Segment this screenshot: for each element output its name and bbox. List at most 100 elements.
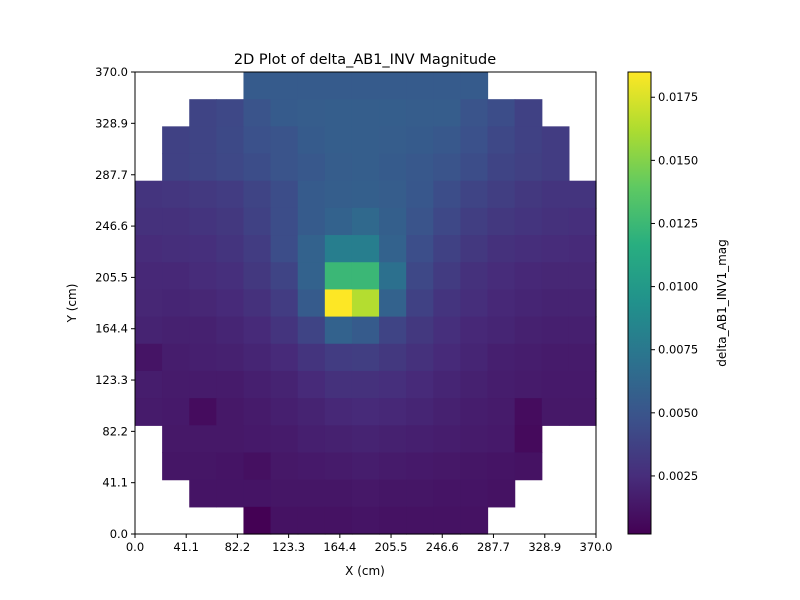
heatmap-cell	[460, 235, 489, 263]
heatmap-cell	[216, 343, 245, 372]
heatmap-cell	[568, 180, 597, 209]
heatmap-cell	[351, 506, 380, 535]
heatmap-cell	[351, 180, 380, 209]
colorbar-label: delta_AB1_INV1_mag	[715, 239, 729, 367]
x-axis-ticks: 0.0 41.1 82.2 123.3 164.4 205.5 246.6 287.7 328.…	[126, 534, 612, 554]
heatmap-cell	[324, 99, 353, 127]
heatmap-cell	[433, 180, 462, 209]
heatmap-cell	[270, 153, 299, 182]
heatmap-cell	[162, 452, 190, 481]
heatmap-cell	[324, 180, 353, 209]
heatmap-cell	[487, 289, 516, 318]
heatmap-cell	[514, 452, 543, 481]
colorbar-tick-label: 0.0175	[658, 90, 698, 104]
heatmap-cell	[324, 126, 353, 155]
y-axis-ticks: 0.0 41.1 82.2 123.3 164.4 205.5 246.6 287.7 328.…	[95, 65, 135, 541]
heatmap-cell	[514, 425, 543, 454]
heatmap-cell	[297, 506, 326, 535]
heatmap-cell	[162, 289, 190, 318]
heatmap-cells	[135, 72, 597, 535]
heatmap-cell	[324, 370, 353, 399]
heatmap-cell	[379, 207, 407, 236]
x-tick-label: 41.1	[173, 540, 199, 554]
heatmap-cell	[379, 479, 407, 508]
heatmap-cell	[162, 126, 190, 155]
heatmap-cell	[568, 398, 597, 426]
heatmap-cell	[135, 262, 163, 291]
heatmap-cell	[568, 262, 597, 291]
heatmap-cell	[216, 153, 245, 182]
heatmap-cell	[460, 289, 489, 318]
heatmap-cell	[541, 207, 570, 236]
heatmap-cell	[297, 180, 326, 209]
heatmap-cell	[297, 235, 326, 263]
heatmap-cell	[568, 289, 597, 318]
heatmap-cell	[297, 72, 326, 100]
heatmap-cell	[406, 126, 434, 155]
x-tick-label: 246.6	[426, 540, 459, 554]
heatmap-cell	[541, 180, 570, 209]
heatmap-cell	[135, 180, 163, 209]
heatmap-cell	[460, 425, 489, 454]
heatmap-cell	[487, 343, 516, 372]
heatmap-cell	[351, 343, 380, 372]
heatmap-cell	[324, 235, 353, 263]
heatmap-cell	[514, 343, 543, 372]
heatmap-cell	[297, 398, 326, 426]
heatmap-cell	[487, 370, 516, 399]
heatmap-cell	[406, 398, 434, 426]
heatmap-cell	[460, 72, 489, 100]
heatmap-cell	[406, 425, 434, 454]
heatmap-cell	[460, 99, 489, 127]
y-axis-label: Y (cm)	[65, 284, 79, 324]
heatmap-cell	[351, 207, 380, 236]
heatmap-cell	[460, 262, 489, 291]
heatmap-cell	[433, 398, 462, 426]
heatmap-cell	[243, 506, 272, 535]
heatmap-cell	[297, 126, 326, 155]
heatmap-cell	[162, 343, 190, 372]
heatmap-cell	[324, 452, 353, 481]
heatmap-cell	[541, 262, 570, 291]
heatmap-cell	[541, 289, 570, 318]
heatmap-cell	[189, 99, 217, 127]
heatmap-cell	[568, 235, 597, 263]
heatmap-cell	[379, 452, 407, 481]
heatmap-cell	[541, 398, 570, 426]
heatmap-cell	[162, 425, 190, 454]
heatmap-cell	[297, 289, 326, 318]
heatmap-cell	[270, 180, 299, 209]
heatmap-cell	[514, 126, 543, 155]
heatmap-cell	[460, 479, 489, 508]
heatmap-cell	[297, 425, 326, 454]
heatmap-cell	[270, 425, 299, 454]
heatmap-cell	[406, 207, 434, 236]
colorbar-tick-label: 0.0100	[658, 280, 698, 294]
heatmap-cell	[189, 343, 217, 372]
heatmap-cell	[162, 207, 190, 236]
heatmap-cell	[406, 506, 434, 535]
heatmap-cell	[487, 235, 516, 263]
heatmap-cell	[433, 207, 462, 236]
heatmap-cell	[297, 316, 326, 345]
heatmap-cell	[189, 398, 217, 426]
heatmap-cell	[216, 126, 245, 155]
heatmap-cell	[243, 180, 272, 209]
heatmap-cell	[379, 425, 407, 454]
y-tick-label: 123.3	[95, 373, 128, 387]
heatmap-cell	[460, 452, 489, 481]
heatmap-cell	[433, 506, 462, 535]
heatmap-cell	[189, 289, 217, 318]
heatmap-cell	[460, 370, 489, 399]
heatmap-cell	[351, 289, 380, 318]
heatmap-cell	[379, 289, 407, 318]
y-tick-label: 328.9	[95, 116, 128, 130]
heatmap-cell	[243, 99, 272, 127]
heatmap-cell	[379, 262, 407, 291]
heatmap-cell	[487, 153, 516, 182]
heatmap-cell	[243, 153, 272, 182]
heatmap-cell	[406, 72, 434, 100]
heatmap-cell	[487, 316, 516, 345]
heatmap-cell	[514, 398, 543, 426]
y-tick-label: 0.0	[110, 527, 128, 541]
